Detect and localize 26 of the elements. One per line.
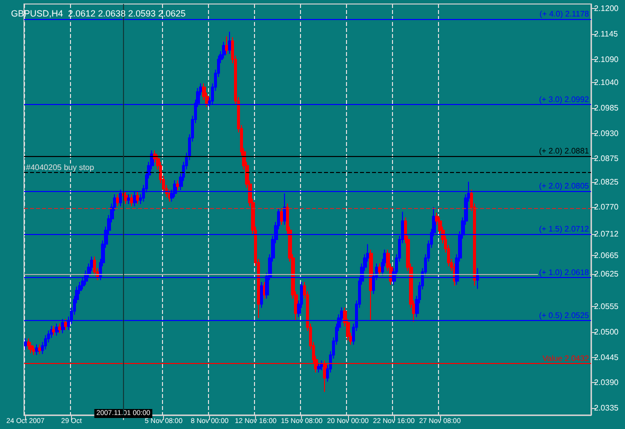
ref-line-label: (+ 2.0) 2.0881 — [538, 146, 590, 156]
y-tick-label: 2.0770 — [594, 202, 620, 212]
y-tick-label: 2.0985 — [594, 103, 620, 112]
y-tick-label: 2.0712 — [594, 229, 620, 238]
y-tick-label: 2.0445 — [594, 352, 620, 362]
y-tick-label: 2.0665 — [594, 251, 620, 260]
y-tick-label: 2.0390 — [594, 378, 620, 388]
y-tick-label: 2.0335 — [594, 404, 620, 413]
ref-line-label: (+ 0.5) 2.0525 — [538, 310, 590, 320]
ref-line-label: (+ 3.0) 2.0992 — [538, 95, 590, 104]
ref-line-label: (+ 1.0) 2.0618 — [538, 268, 590, 277]
y-tick-label: 2.1200 — [594, 4, 620, 14]
ref-line-label: (+ 2.0) 2.0805 — [538, 182, 590, 191]
y-tick-label: 2.0930 — [594, 128, 620, 138]
ref-line-label: #4040205 buy stop — [26, 163, 95, 172]
y-tick-label: 2.0625 — [594, 270, 620, 279]
ref-line-label: (+ 4.0) 2.1178 — [540, 9, 590, 18]
y-tick-label: 2.1090 — [594, 54, 620, 64]
y-tick-label: 2.1040 — [594, 78, 620, 88]
y-tick-label: 2.0555 — [594, 302, 620, 311]
y-tick-label: 2.0825 — [594, 177, 620, 186]
y-tick-label: 2.0875 — [594, 154, 620, 164]
y-tick-label: 2.1145 — [594, 30, 618, 39]
y-tick-label: 2.0500 — [594, 327, 620, 336]
ref-line-label: Value 2.0432 — [542, 354, 590, 363]
ref-line-label: (+ 1.5) 2.0712 — [538, 224, 590, 234]
